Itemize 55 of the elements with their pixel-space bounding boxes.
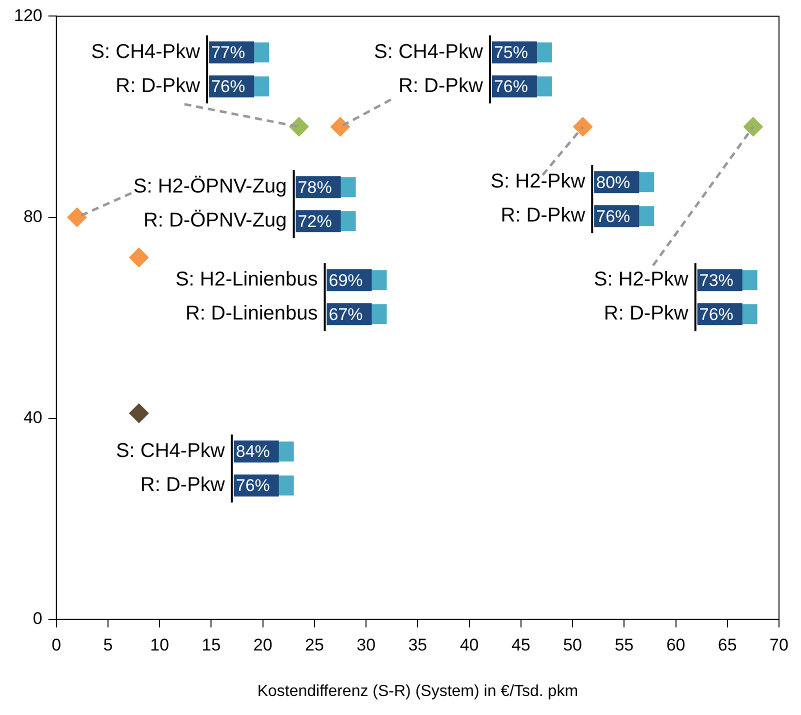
point (330, 116, 350, 137)
annotation: S: H2-ÖPNV-Zug (133, 176, 287, 198)
x-tick-label: 0 (52, 635, 62, 654)
annotation: R: D-Linienbus (185, 302, 318, 325)
annotation: 72% (298, 212, 332, 231)
annotation: R: D-Pkw (604, 302, 689, 325)
annotation: 75% (494, 43, 528, 62)
x-tick-label: 45 (511, 635, 530, 654)
annotation: R: D-Pkw (500, 204, 586, 227)
annotation: R: D-Pkw (398, 74, 484, 97)
x-tick-label: 55 (614, 635, 634, 654)
annotation: R: D-Pkw (116, 74, 201, 97)
point (128, 247, 149, 268)
x-tick-label: 5 (103, 635, 113, 654)
annotation: 69% (328, 270, 363, 290)
y-tick-label: 120 (14, 6, 42, 25)
y-tick-label: 0 (32, 609, 42, 628)
point (743, 116, 764, 137)
annotation: S: CH4-Pkw (374, 40, 484, 63)
x-tick-label: 15 (202, 635, 221, 654)
x-axis-title: Kostendifferenz (S-R) (System) in €/Tsd. pkm (257, 682, 578, 700)
annotation: 84% (236, 442, 270, 462)
y-tick-label: 40 (23, 408, 42, 428)
annotation: S: H2-Linienbus (175, 268, 318, 291)
point (572, 116, 593, 137)
annotation: S: H2-Pkw (594, 268, 689, 291)
annotation: 76% (211, 77, 246, 96)
x-tick-label: 50 (563, 635, 582, 654)
x-tick-label: 35 (408, 635, 428, 654)
point (288, 116, 309, 137)
annotation: 67% (328, 304, 363, 324)
annotation: R: D-ÖPNV-Zug (143, 210, 287, 232)
x-tick-label: 70 (770, 635, 788, 654)
x-tick-label: 60 (666, 635, 686, 654)
x-tick-label: 20 (253, 635, 272, 654)
annotation: S: CH4-Pkw (116, 440, 226, 462)
x-tick-label: 25 (304, 635, 324, 654)
annotation: S: H2-Pkw (490, 170, 586, 193)
annotation: 77% (211, 43, 246, 62)
annotation: R: D-Pkw (140, 474, 226, 496)
annotation: 76% (699, 304, 734, 324)
annotation: 73% (699, 270, 734, 290)
x-tick-label: 30 (356, 635, 376, 654)
x-tick-label: 10 (150, 635, 170, 654)
annotation: 80% (596, 172, 630, 192)
y-tick-label: 80 (23, 206, 42, 226)
x-tick-label: 40 (460, 635, 479, 654)
annotation: 76% (236, 476, 270, 496)
annotation: S: CH4-Pkw (91, 40, 201, 63)
x-tick-label: 65 (718, 635, 737, 654)
point (67, 207, 88, 228)
point (128, 403, 149, 424)
annotation: 76% (596, 206, 630, 226)
annotation: 76% (494, 77, 528, 96)
annotation: 78% (298, 178, 332, 197)
